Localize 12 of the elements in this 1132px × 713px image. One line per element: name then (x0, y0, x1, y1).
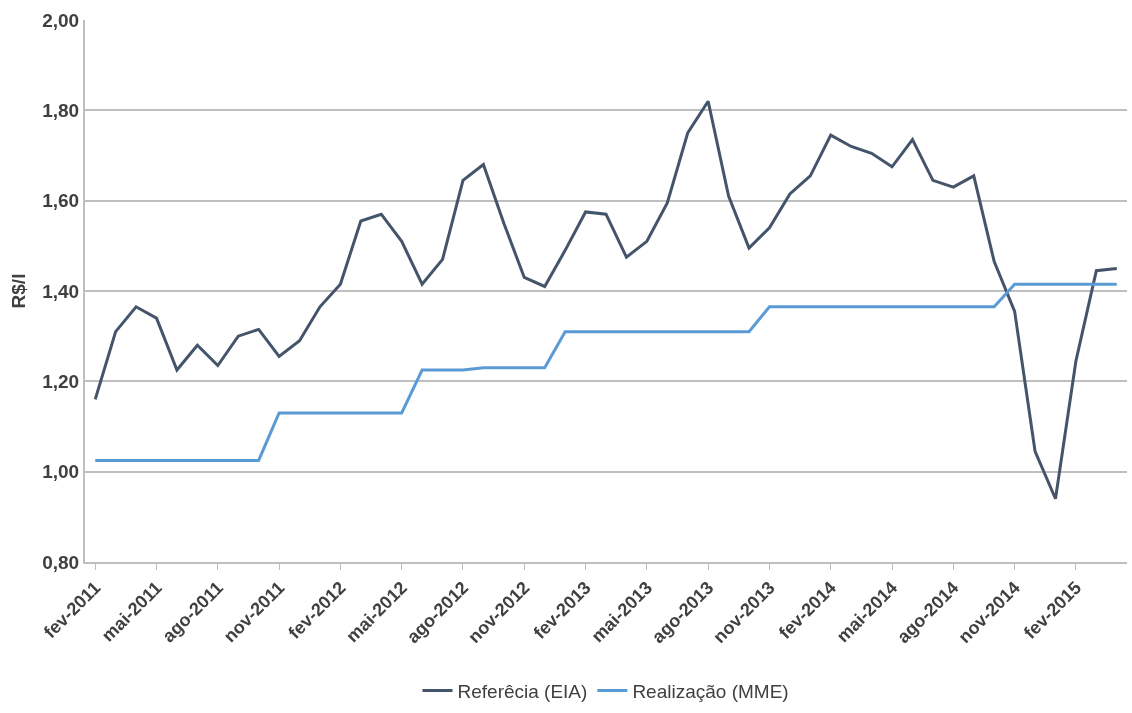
y-axis-title: R$/l (7, 273, 29, 309)
line-series (93, 99, 1119, 501)
legend-label: Realização (MME) (632, 680, 789, 702)
y-tick-label: 1,80 (42, 99, 80, 121)
legend-label: Referêcia (EIA) (457, 680, 588, 702)
y-tick-label: 1,20 (42, 370, 80, 392)
line-series (93, 282, 1119, 462)
y-tick-label: 1,60 (42, 190, 80, 212)
y-tick-label: 2,00 (42, 9, 80, 31)
y-tick-label: 1,40 (42, 280, 80, 302)
y-tick-label: 0,80 (42, 551, 80, 573)
y-tick-label: 1,00 (42, 461, 80, 483)
